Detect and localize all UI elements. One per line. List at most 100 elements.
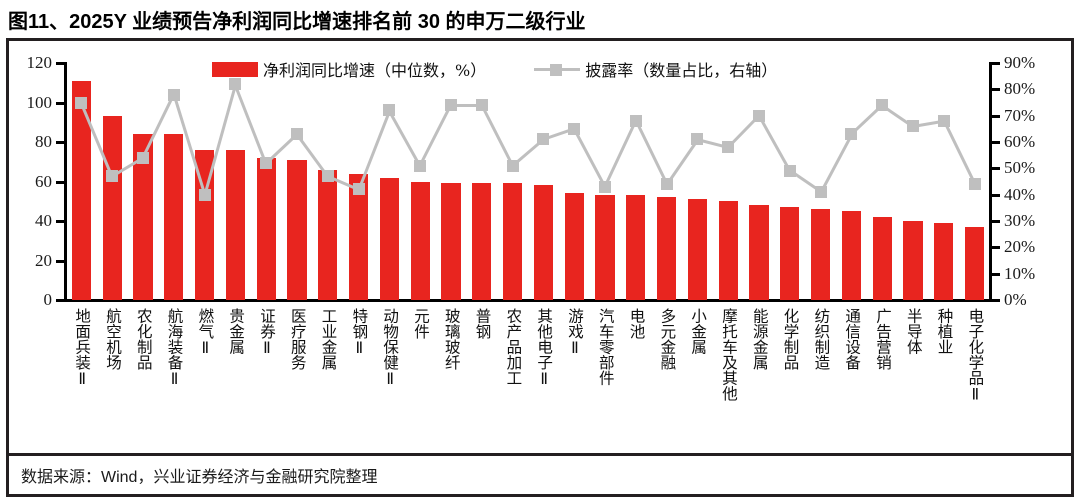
bar-3	[164, 134, 184, 300]
line-marker-12	[445, 99, 457, 112]
title-divider	[6, 38, 1074, 41]
line-marker-19	[660, 178, 673, 191]
x-tick-label-0: 地面兵装Ⅱ	[73, 308, 91, 388]
x-axis	[64, 299, 992, 302]
y-tick-mark-left	[56, 141, 64, 144]
bar-21	[718, 201, 738, 300]
x-tick-label-20: 小金属	[689, 308, 707, 355]
line-segment-28	[942, 120, 976, 185]
bar-5	[225, 149, 245, 300]
figure-footer: 数据来源：Wind，兴业证券经济与金融研究院整理	[6, 456, 1074, 497]
y-tick-label-left: 20	[35, 250, 52, 270]
bar-20	[687, 199, 707, 300]
bar-17	[595, 195, 615, 300]
chart-legend: 净利润同比增速（中位数，%） 披露率（数量占比，右轴）	[212, 57, 777, 81]
bar-7	[287, 159, 307, 300]
y-tick-label-right: 0%	[1004, 290, 1027, 309]
y-tick-label-left: 0	[43, 290, 53, 309]
x-tick-label-27: 半导体	[904, 308, 922, 355]
x-tick-label-26: 广告营销	[873, 308, 891, 370]
x-tick-label-24: 纺织制造	[812, 308, 830, 370]
legend-bar-label: 净利润同比增速（中位数，%）	[263, 61, 487, 80]
line-marker-18	[629, 114, 642, 127]
bar-19	[657, 197, 677, 300]
line-segment-24	[819, 133, 853, 193]
bar-6	[256, 157, 276, 300]
line-marker-27	[907, 120, 919, 133]
line-segment-22	[757, 114, 792, 172]
y-tick-label-left: 100	[26, 92, 53, 112]
x-tick-label-16: 游戏Ⅱ	[565, 308, 583, 357]
y-tick-label-right: 30%	[1004, 211, 1036, 230]
line-segment-10	[388, 109, 422, 167]
legend-bar-swatch-icon	[212, 61, 258, 77]
y-tick-mark-right	[992, 272, 1000, 276]
y-tick-label-right: 10%	[1004, 263, 1036, 283]
y-tick-mark-right	[992, 62, 1000, 65]
y-tick-mark-right	[992, 220, 1000, 223]
line-marker-5	[229, 78, 242, 91]
line-marker-25	[845, 128, 858, 141]
x-tick-label-8: 工业金属	[319, 308, 337, 370]
y-tick-label-right: 40%	[1004, 184, 1036, 204]
y-tick-mark-right	[992, 114, 1000, 118]
bar-12	[441, 183, 461, 300]
bar-8	[318, 169, 338, 300]
x-tick-label-15: 其他电子Ⅱ	[535, 308, 553, 388]
line-marker-2	[137, 151, 149, 164]
x-tick-label-2: 农化制品	[134, 308, 152, 370]
bar-22	[749, 205, 769, 300]
figure-title-bar: 图11、2025Y 业绩预告净利润同比增速排名前 30 的申万二级行业	[0, 0, 1080, 38]
legend-item-line: 披露率（数量占比，右轴）	[534, 57, 777, 81]
y-tick-mark-right	[992, 193, 1000, 197]
line-marker-26	[876, 99, 889, 112]
plot-area	[66, 63, 990, 300]
footer-divider	[6, 453, 1074, 456]
line-marker-22	[753, 109, 765, 122]
y-tick-mark-left	[56, 259, 64, 263]
x-tick-label-13: 普钢	[473, 308, 491, 339]
line-marker-14	[506, 159, 519, 172]
y-tick-mark-left	[56, 220, 64, 223]
line-marker-10	[383, 104, 396, 117]
line-marker-4	[198, 188, 211, 201]
y-tick-mark-right	[992, 88, 1000, 92]
x-tick-label-5: 贵金属	[227, 308, 245, 355]
bar-18	[626, 195, 646, 300]
source-note: 数据来源：Wind，兴业证券经济与金融研究院整理	[21, 469, 378, 486]
line-marker-23	[783, 164, 796, 177]
y-tick-label-right: 90%	[1004, 53, 1036, 72]
line-marker-7	[291, 128, 303, 141]
x-tick-label-4: 燃气Ⅱ	[196, 308, 214, 357]
line-marker-13	[475, 99, 488, 112]
line-marker-29	[968, 178, 981, 191]
line-marker-28	[937, 114, 950, 127]
x-tick-label-25: 通信设备	[843, 308, 861, 370]
line-marker-15	[537, 133, 550, 146]
y-tick-label-right: 50%	[1004, 158, 1036, 178]
x-tick-label-12: 玻璃玻纤	[442, 308, 460, 370]
x-tick-label-14: 农产品加工	[504, 308, 522, 386]
y-tick-mark-right	[992, 167, 1000, 171]
y-axis-left	[64, 62, 67, 302]
bar-25	[841, 211, 861, 300]
x-tick-label-17: 汽车零部件	[596, 308, 614, 386]
y-tick-label-left: 80	[35, 132, 52, 151]
line-marker-16	[568, 122, 581, 135]
x-tick-label-28: 种植业	[935, 308, 953, 355]
y-tick-label-left: 40	[35, 211, 52, 230]
legend-line-label: 披露率（数量占比，右轴）	[585, 61, 778, 80]
bar-16	[564, 193, 584, 300]
y-tick-label-right: 80%	[1004, 79, 1036, 99]
bar-4	[195, 149, 215, 300]
bar-15	[533, 185, 553, 300]
y-tick-label-left: 60	[35, 171, 52, 191]
line-marker-24	[814, 186, 827, 199]
legend-line-swatch-icon	[534, 62, 581, 77]
x-tick-label-10: 动物保健Ⅱ	[381, 308, 399, 388]
bar-11	[410, 181, 430, 300]
line-marker-6	[260, 157, 273, 170]
line-marker-8	[321, 170, 334, 183]
y-tick-mark-right	[992, 299, 1000, 302]
